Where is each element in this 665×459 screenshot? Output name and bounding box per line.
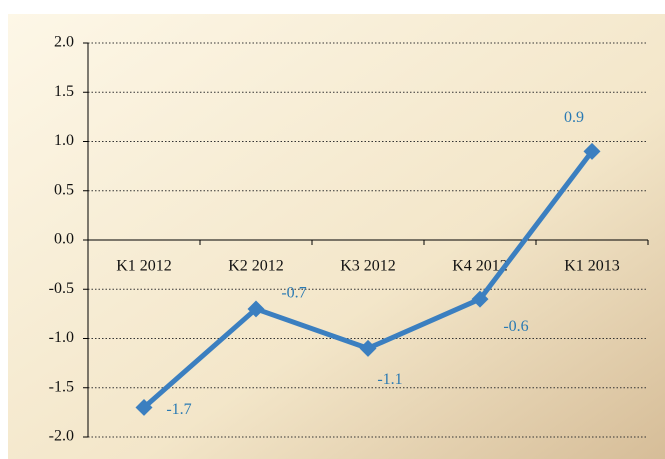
marker — [247, 300, 265, 318]
data-label: 0.9 — [564, 109, 584, 126]
marker — [135, 398, 153, 416]
y-tick-label: 1.0 — [54, 132, 74, 149]
marker — [583, 142, 601, 160]
x-tick-label: K1 2013 — [564, 258, 620, 275]
y-tick-label: -2.0 — [49, 428, 74, 445]
x-tick-label: K1 2012 — [116, 258, 172, 275]
x-tick-label: K2 2012 — [228, 258, 284, 275]
x-tick-label: K4 2012 — [452, 258, 508, 275]
y-tick-label: -1.5 — [49, 378, 74, 395]
data-label: -0.6 — [503, 318, 528, 335]
y-tick-label: 0.0 — [54, 231, 74, 248]
x-tick-label: K3 2012 — [340, 258, 396, 275]
y-tick-label: -1.0 — [49, 329, 74, 346]
chart-background — [8, 14, 665, 459]
data-label: -0.7 — [281, 285, 306, 302]
marker — [471, 290, 489, 308]
y-tick-label: 1.5 — [54, 83, 74, 100]
y-tick-label: -0.5 — [49, 280, 74, 297]
y-tick-label: 0.5 — [54, 181, 74, 198]
data-label: -1.1 — [377, 371, 402, 388]
y-tick-label: 2.0 — [54, 34, 74, 51]
data-label: -1.7 — [166, 401, 191, 418]
marker — [359, 339, 377, 357]
